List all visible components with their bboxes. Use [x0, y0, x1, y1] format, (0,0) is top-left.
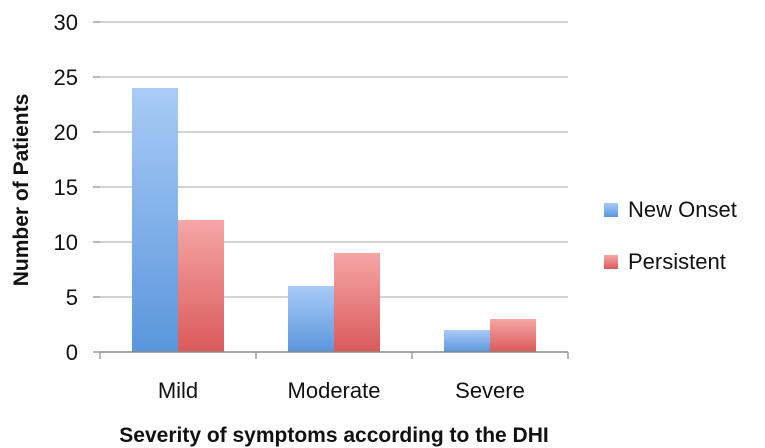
category-label: Moderate	[288, 378, 381, 403]
bar-new-onset-mild	[132, 88, 178, 352]
legend-swatch	[604, 255, 618, 269]
bar-new-onset-moderate	[288, 286, 334, 352]
category-label: Mild	[158, 378, 198, 403]
y-tick-label: 15	[54, 175, 78, 200]
legend-label: Persistent	[628, 249, 726, 274]
bar-persistent-severe	[490, 319, 536, 352]
legend: New Onset Persistent	[604, 197, 737, 274]
y-tick-label: 5	[66, 285, 78, 310]
category-label: Severe	[455, 378, 525, 403]
legend-label: New Onset	[628, 197, 737, 222]
y-tick-label: 0	[66, 340, 78, 365]
bars	[132, 88, 536, 352]
x-axis-title: Severity of symptoms according to the DH…	[119, 424, 548, 447]
y-tick-label: 25	[54, 65, 78, 90]
bar-persistent-mild	[178, 220, 224, 352]
y-tick-label: 30	[54, 10, 78, 35]
y-tick-labels: 0 5 10 15 20 25 30	[54, 10, 100, 365]
y-axis-title: Number of Patients	[10, 94, 33, 287]
x-ticks	[99, 352, 569, 359]
bar-new-onset-severe	[444, 330, 490, 352]
y-tick-label: 10	[54, 230, 78, 255]
y-tick-label: 20	[54, 120, 78, 145]
legend-swatch	[604, 203, 618, 217]
category-labels: Mild Moderate Severe	[158, 378, 525, 403]
bar-persistent-moderate	[334, 253, 380, 352]
